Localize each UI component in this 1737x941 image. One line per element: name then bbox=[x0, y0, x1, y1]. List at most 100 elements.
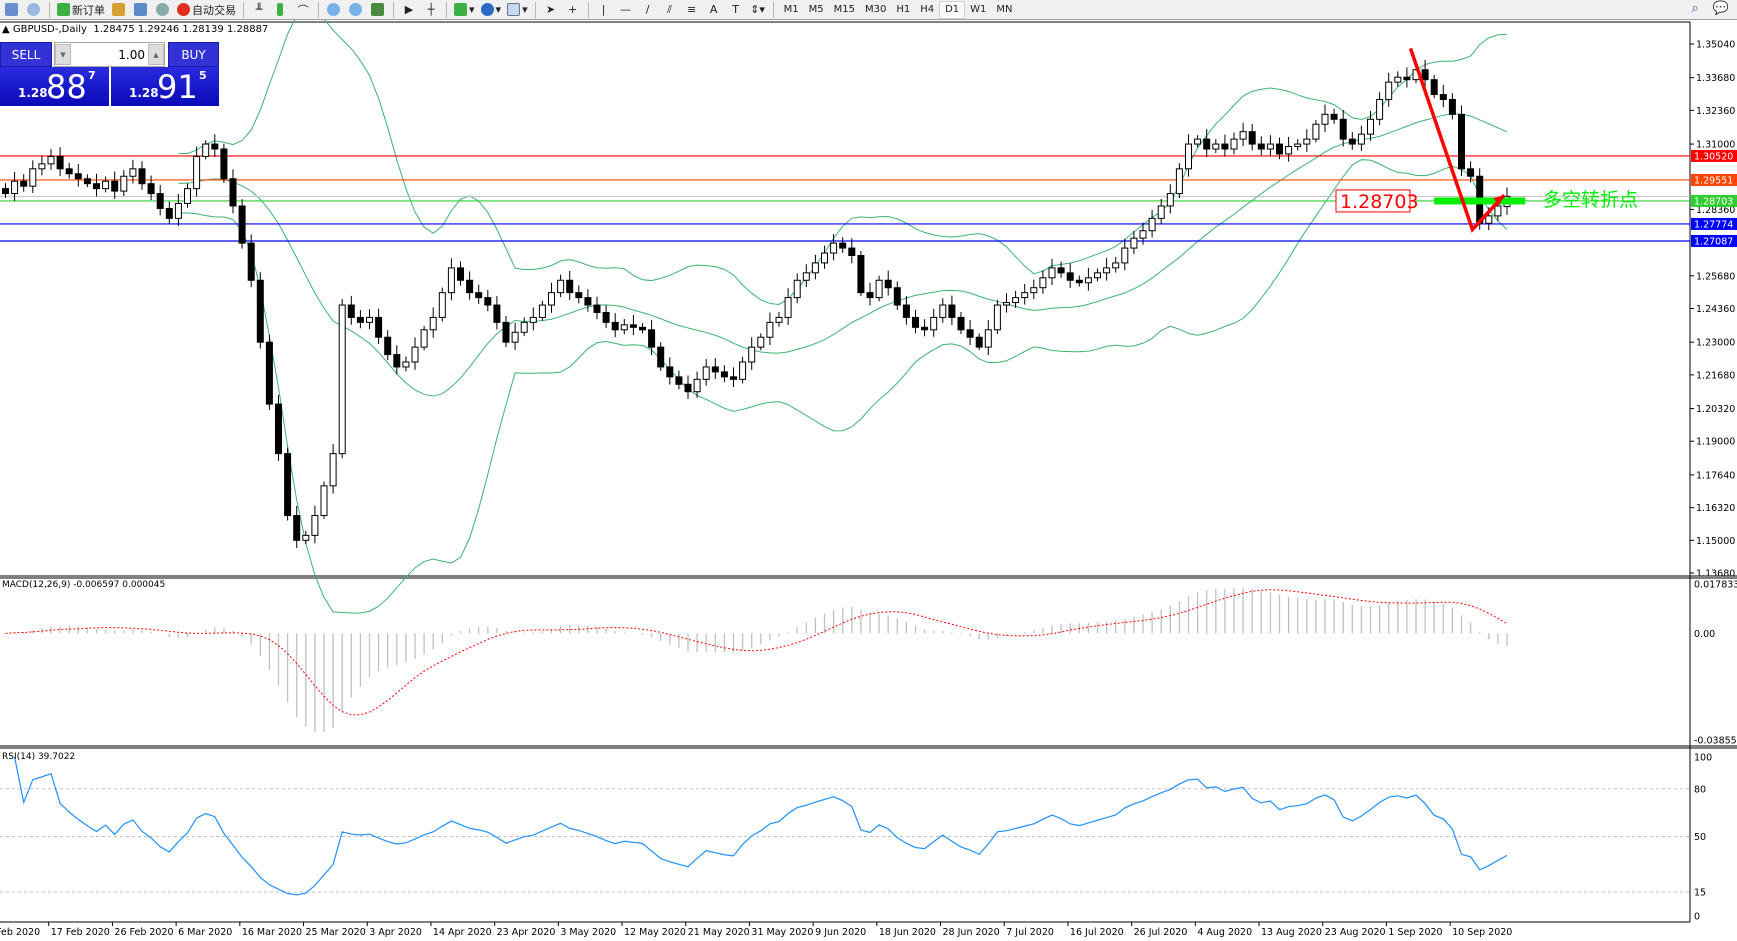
bear-candle bbox=[56, 155, 64, 170]
bear-candle bbox=[893, 287, 901, 306]
time-label: 6 Mar 2020 bbox=[178, 927, 232, 938]
bull-candle bbox=[766, 321, 774, 338]
indicators-button[interactable]: ▾ bbox=[452, 1, 477, 19]
bull-candle bbox=[811, 262, 819, 274]
zoom-in-icon bbox=[326, 3, 340, 16]
rsi-tick-label: 50 bbox=[1694, 832, 1706, 843]
bear-candle bbox=[1421, 69, 1429, 81]
bull-candle bbox=[1185, 143, 1192, 170]
bear-candle bbox=[220, 148, 228, 180]
bull-candle bbox=[1148, 217, 1156, 232]
bull-candle bbox=[520, 321, 528, 333]
timeframe-d1[interactable]: D1 bbox=[939, 0, 966, 19]
signals-button[interactable] bbox=[153, 1, 173, 19]
new-order-button[interactable]: 新订单 bbox=[55, 1, 107, 19]
bull-candle bbox=[620, 324, 628, 331]
bear-candle bbox=[1330, 113, 1338, 120]
bull-candle bbox=[1139, 230, 1147, 239]
cursor-button[interactable]: ➤ bbox=[545, 3, 556, 16]
periods-button[interactable]: ▾ bbox=[479, 1, 504, 19]
fibonacci-button[interactable]: ≡ bbox=[686, 3, 697, 16]
candle-chart-button[interactable] bbox=[271, 1, 291, 19]
bull-candle bbox=[366, 316, 373, 323]
bull-candle bbox=[174, 202, 182, 219]
bull-candle bbox=[193, 155, 201, 190]
lot-decrease-button[interactable]: ▼ bbox=[55, 44, 71, 65]
new-chart-button[interactable] bbox=[2, 1, 22, 19]
line-chart-button[interactable]: ⌒ bbox=[297, 3, 309, 17]
autoscroll-button[interactable]: ▶ bbox=[404, 3, 414, 16]
bear-candle bbox=[730, 376, 737, 380]
time-label: 18 Jun 2020 bbox=[879, 927, 936, 938]
price-tick-label: 1.25680 bbox=[1696, 271, 1735, 282]
bear-candle bbox=[293, 515, 301, 541]
time-label: 3 May 2020 bbox=[560, 927, 616, 938]
time-label: 4 Aug 2020 bbox=[1197, 927, 1252, 938]
crosshair-button[interactable]: + bbox=[567, 3, 578, 16]
text-button[interactable]: A bbox=[709, 3, 718, 16]
bear-candle bbox=[20, 180, 28, 187]
tile-windows-button[interactable] bbox=[368, 1, 388, 19]
auto-trading-button[interactable]: 自动交易 bbox=[175, 1, 238, 19]
bull-candle bbox=[102, 180, 110, 190]
chart-shift-button[interactable]: ┼ bbox=[427, 3, 435, 16]
arrows-button[interactable]: ⇕▾ bbox=[750, 3, 765, 16]
buy-button[interactable]: BUY bbox=[168, 42, 219, 67]
bull-candle bbox=[438, 292, 446, 318]
zoom-icon-button[interactable] bbox=[24, 1, 44, 19]
bar-chart-button[interactable]: ╨ bbox=[255, 3, 263, 16]
bull-candle bbox=[1321, 113, 1329, 125]
timeframe-m1[interactable]: M1 bbox=[783, 4, 799, 15]
sell-button[interactable]: SELL bbox=[0, 42, 52, 67]
bear-candle bbox=[1467, 168, 1475, 177]
one-click-trading-panel: SELL ▼ 1.00 ▲ BUY 1.28 88 7 1.28 91 5 bbox=[0, 42, 219, 106]
timeframe-bar: M1 M5 M15 M30 H1 H4 D1 W1 MN bbox=[779, 0, 1018, 19]
zoom-out-button[interactable] bbox=[346, 1, 366, 19]
time-label: 23 Apr 2020 bbox=[497, 927, 556, 938]
bear-candle bbox=[575, 292, 583, 299]
bull-candle bbox=[693, 378, 701, 393]
timeframe-m5[interactable]: M5 bbox=[808, 4, 824, 15]
buy-price[interactable]: 1.28 91 5 bbox=[111, 67, 219, 106]
search-icon[interactable]: ⌕ bbox=[1691, 1, 1699, 16]
templates-button[interactable]: ▾ bbox=[505, 1, 530, 19]
timeframe-h1[interactable]: H1 bbox=[896, 4, 911, 15]
zoom-in-button[interactable] bbox=[324, 1, 344, 19]
strategy-tester-button[interactable] bbox=[131, 1, 151, 19]
lot-increase-button[interactable]: ▲ bbox=[148, 44, 164, 65]
timeframe-m15[interactable]: M15 bbox=[833, 4, 855, 15]
channel-button[interactable]: ⫽ bbox=[667, 2, 673, 16]
horizontal-line-button[interactable]: — bbox=[620, 3, 632, 16]
time-label: 13 Aug 2020 bbox=[1261, 927, 1322, 938]
chat-icon[interactable]: 💬 bbox=[1712, 1, 1729, 16]
bear-candle bbox=[229, 178, 237, 207]
bear-candle bbox=[1448, 98, 1456, 115]
sell-price[interactable]: 1.28 88 7 bbox=[0, 67, 109, 106]
bull-candle bbox=[984, 329, 992, 348]
trendline-button[interactable]: / bbox=[645, 3, 650, 16]
lot-input[interactable]: 1.00 bbox=[118, 47, 145, 62]
bear-candle bbox=[93, 183, 100, 190]
timeframe-w1[interactable]: W1 bbox=[970, 4, 987, 15]
timeframe-m30[interactable]: M30 bbox=[864, 4, 887, 15]
timeframe-mn[interactable]: MN bbox=[996, 4, 1013, 15]
time-label: 14 Apr 2020 bbox=[433, 927, 492, 938]
bear-candle bbox=[111, 180, 119, 192]
bull-candle bbox=[1494, 205, 1502, 217]
bull-candle bbox=[1376, 98, 1384, 120]
chart-area[interactable]: 1.35040 1.33680 1.32360 1.31000 1.28360 1.256… bbox=[0, 20, 1737, 941]
text-label-button[interactable]: T bbox=[732, 3, 739, 16]
bull-candle bbox=[1012, 297, 1020, 304]
bear-candle bbox=[639, 326, 646, 331]
bollinger-upper bbox=[178, 20, 1508, 305]
price-tick-label: 1.20320 bbox=[1696, 404, 1735, 415]
price-tag-label: 1.29551 bbox=[1694, 175, 1733, 186]
metaeditor-button[interactable] bbox=[109, 1, 129, 19]
time-label: 25 Mar 2020 bbox=[306, 927, 366, 938]
bear-candle bbox=[457, 267, 464, 281]
vertical-line-button[interactable]: | bbox=[601, 3, 606, 16]
bear-candle bbox=[1430, 79, 1438, 96]
bear-candle bbox=[1276, 143, 1283, 155]
timeframe-h4[interactable]: H4 bbox=[920, 4, 935, 15]
bull-candle bbox=[1157, 205, 1165, 219]
